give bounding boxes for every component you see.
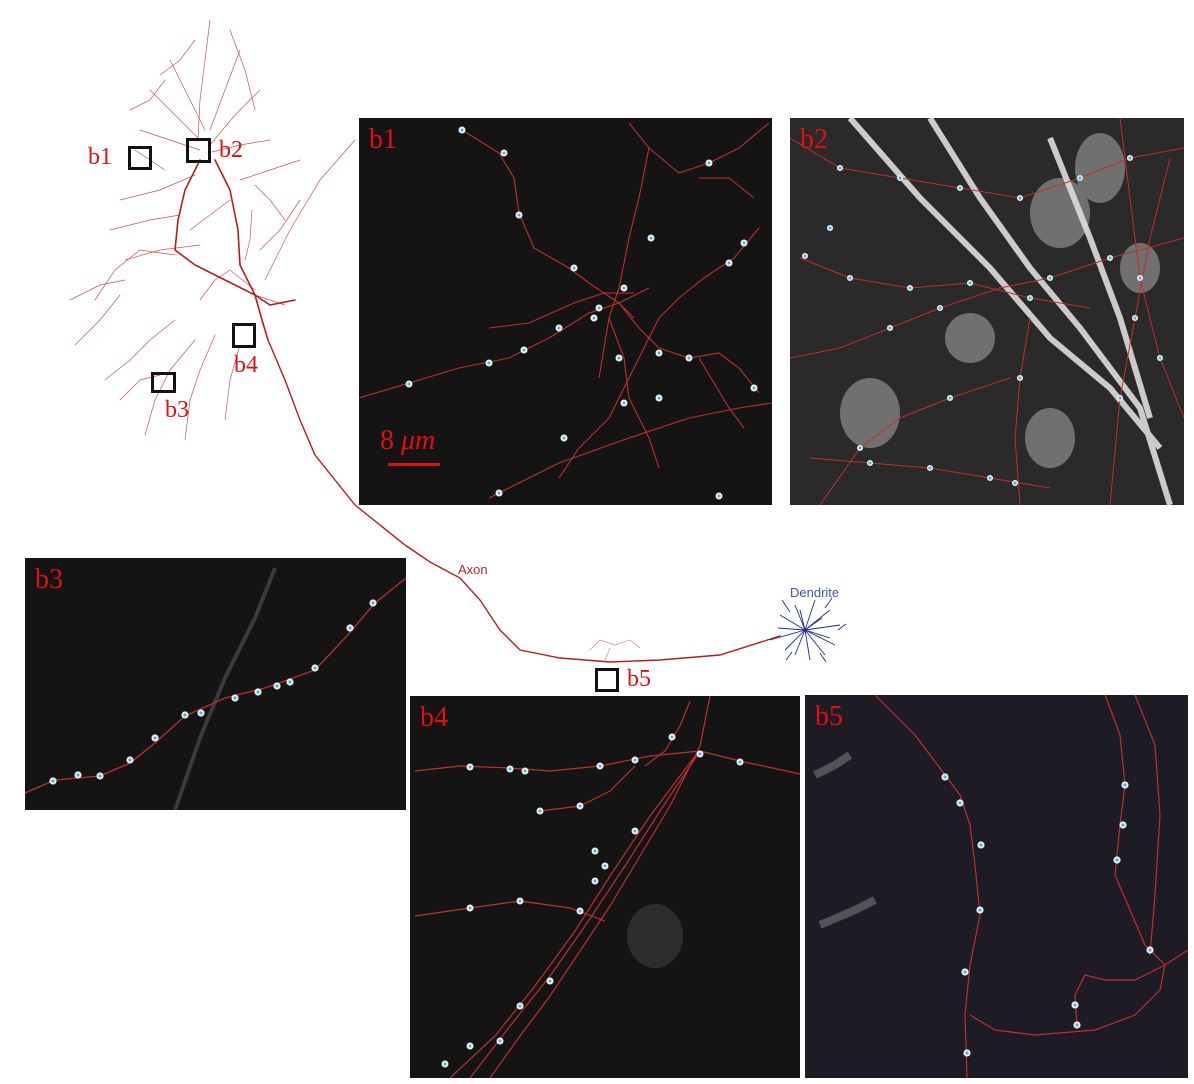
panel-b2: b2	[790, 118, 1184, 505]
dendrite-label: Dendrite	[790, 585, 840, 600]
scale-bar	[388, 463, 440, 466]
region-box-label-b2: b2	[219, 137, 243, 163]
panel-b1: b1	[359, 118, 772, 505]
region-box-label-b3: b3	[165, 397, 189, 423]
panel-b4-traces	[414, 696, 800, 1078]
region-box-label-b5: b5	[627, 666, 651, 692]
scale-bar-label: 8 μm	[380, 425, 435, 457]
panel-label-b1: b1	[369, 124, 397, 155]
panel-label-b3: b3	[35, 564, 63, 595]
panel-b3: b3	[25, 558, 406, 810]
scale-bar-unit: μm	[401, 425, 436, 456]
panel-b4: b4	[410, 696, 800, 1078]
region-box-b4	[232, 323, 256, 348]
region-box-b5	[595, 668, 619, 692]
region-box-label-b1: b1	[88, 144, 112, 170]
region-box-b1	[128, 146, 152, 170]
panel-b2-traces	[790, 118, 1184, 505]
region-box-label-b4: b4	[234, 352, 258, 378]
panel-label-b2: b2	[800, 124, 828, 155]
panel-b1-traces	[359, 122, 772, 500]
axon-label: Axon	[458, 562, 488, 577]
panel-b3-traces	[25, 567, 406, 810]
panel-label-b5: b5	[815, 701, 843, 732]
panel-b5-traces	[813, 695, 1188, 1078]
panel-label-b4: b4	[420, 702, 448, 733]
region-box-b3	[151, 372, 176, 393]
scale-bar-value: 8	[380, 425, 394, 456]
region-box-b2	[186, 138, 211, 163]
panel-b5: b5	[805, 695, 1188, 1078]
